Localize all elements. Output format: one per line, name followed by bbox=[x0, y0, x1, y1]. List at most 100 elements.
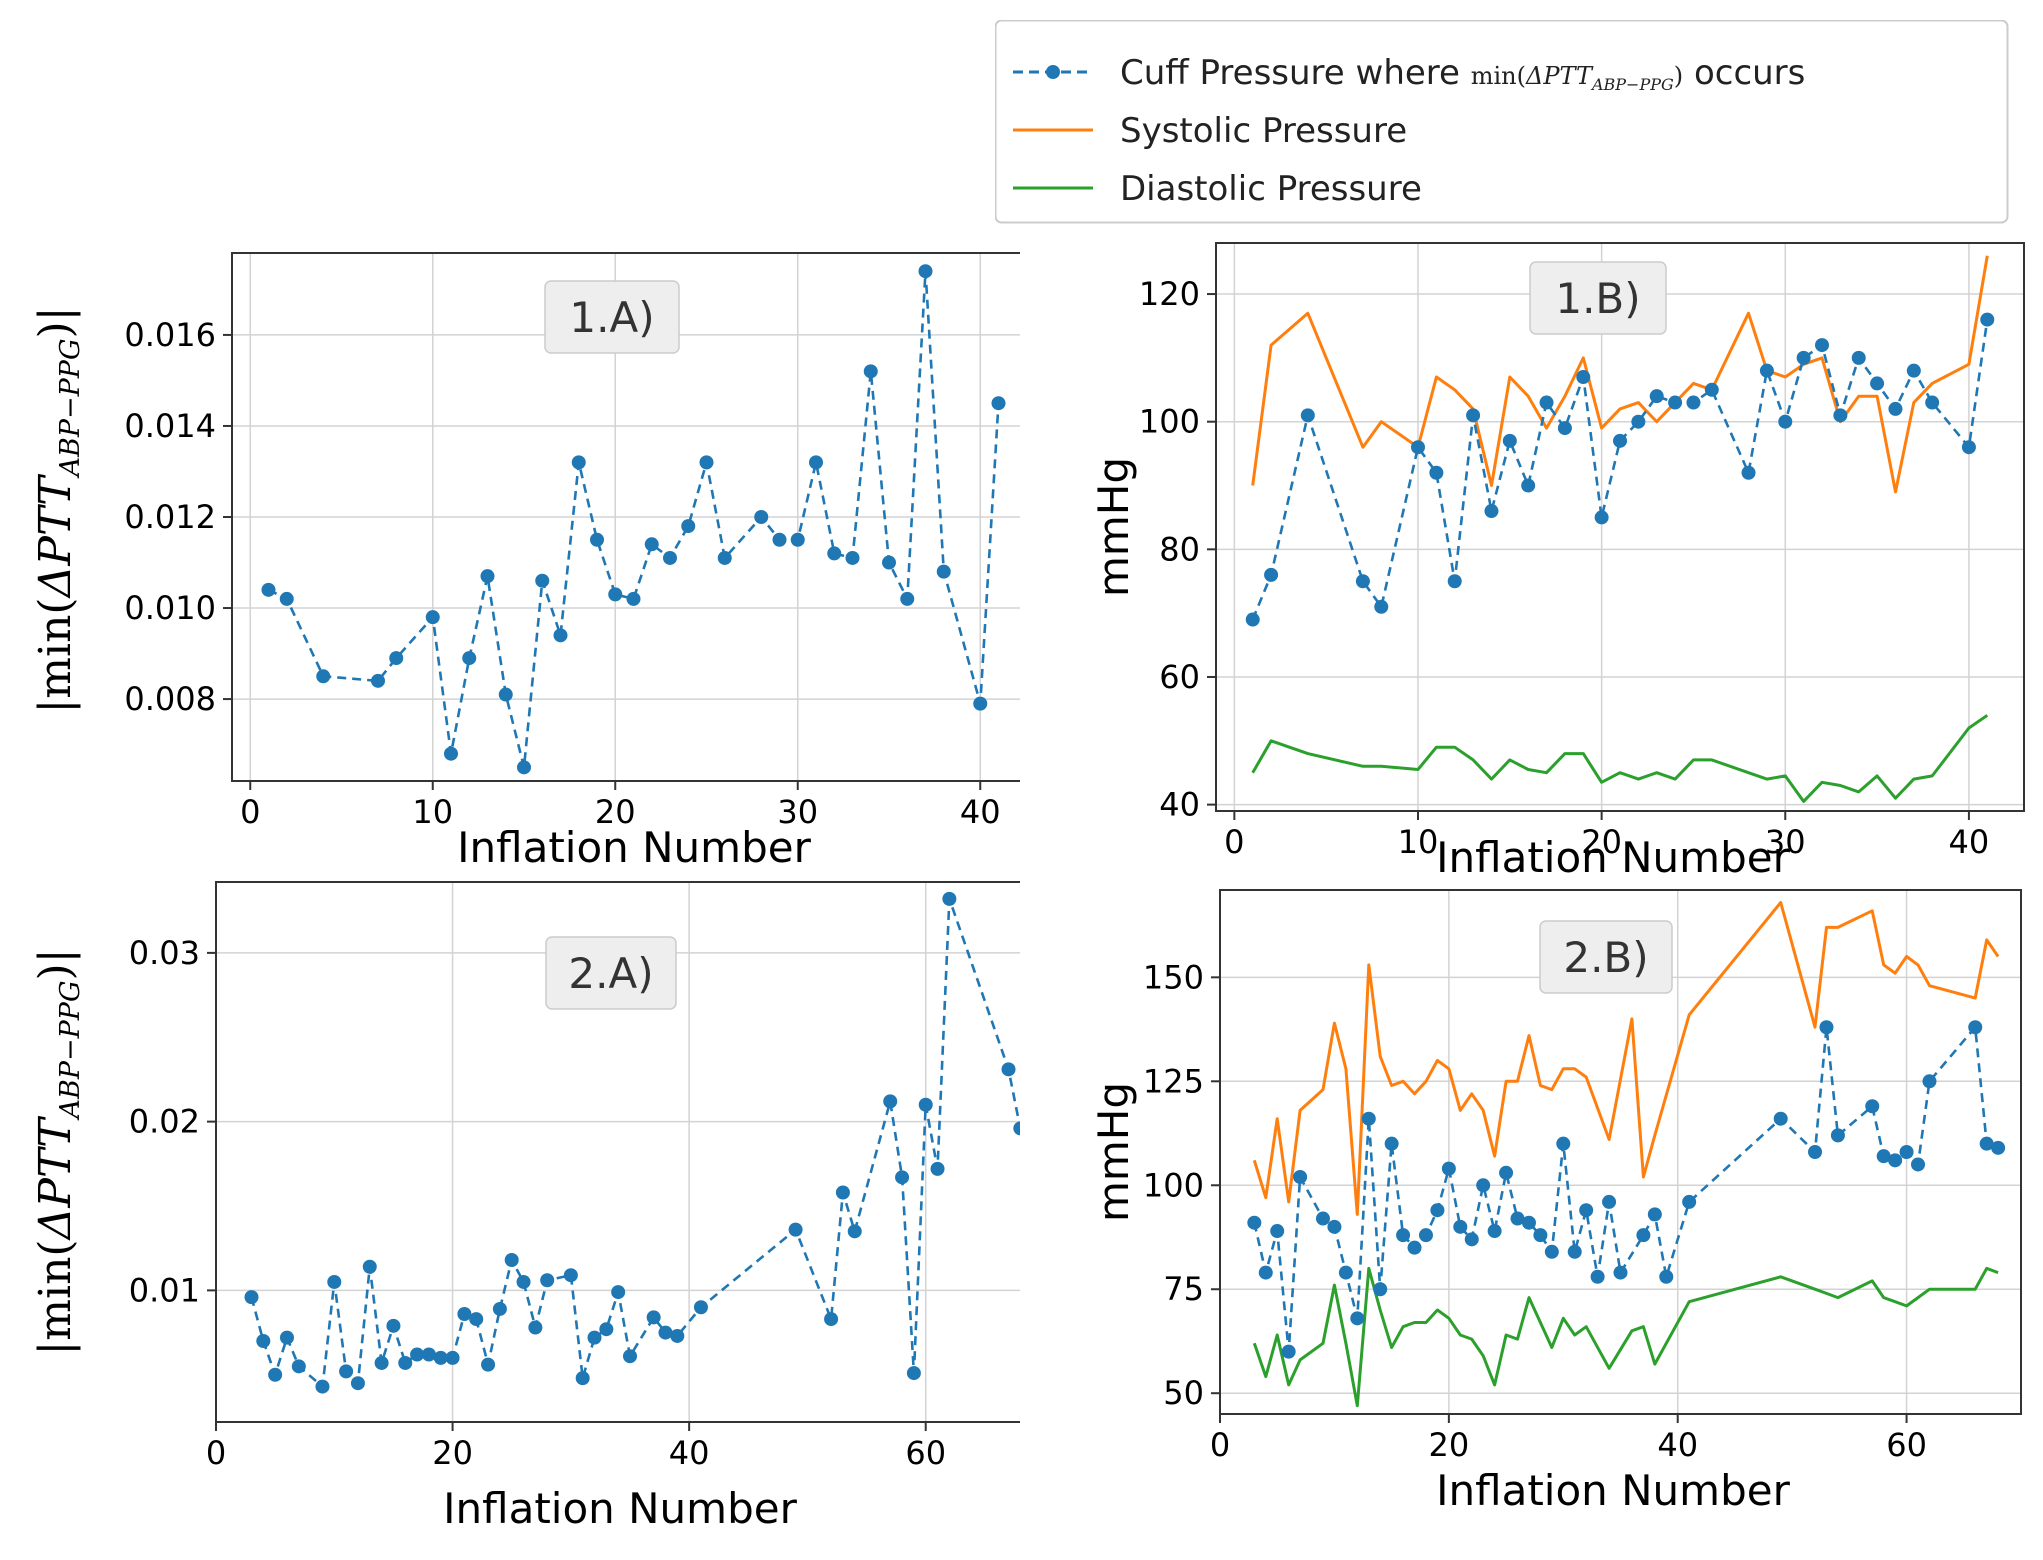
chart-2b-cuff-point bbox=[1258, 1265, 1273, 1280]
chart-1b-cuff-point bbox=[1355, 574, 1370, 589]
chart-1a-series bbox=[261, 264, 1006, 775]
chart-1a-cuff-point bbox=[845, 550, 860, 565]
chart-2a-cuff-point bbox=[611, 1285, 626, 1300]
chart-1a-cuff-point bbox=[608, 587, 623, 602]
chart-1b-cuff-point bbox=[1961, 440, 1976, 455]
chart-2a-cuff-point bbox=[528, 1320, 543, 1335]
chart-2a-cuff-point bbox=[481, 1357, 496, 1372]
chart-2b-panel-label-text: 2.B) bbox=[1563, 933, 1648, 982]
chart-2b-y-tick-label: 75 bbox=[1163, 1270, 1204, 1308]
chart-2a-x-tick-label: 0 bbox=[206, 1434, 226, 1472]
chart-2b-cuff-point bbox=[1968, 1020, 1983, 1035]
chart-2a-cuff-point bbox=[279, 1330, 294, 1345]
chart-2b-plot-frame bbox=[1219, 889, 2022, 1415]
chart-1a-cuff-point bbox=[717, 550, 732, 565]
chart-2a-cuff-point bbox=[1013, 1121, 1020, 1136]
chart-2a-cuff-point bbox=[883, 1094, 898, 1109]
chart-1a-cuff-point bbox=[498, 687, 513, 702]
chart-2a-plot-frame bbox=[215, 881, 1020, 1423]
chart-2a-cuff-point bbox=[504, 1253, 519, 1267]
chart-1b-cuff-point bbox=[1925, 395, 1940, 410]
chart-1b-cuff-point bbox=[1484, 504, 1499, 519]
chart-1a-panel-label-text: 1.A) bbox=[569, 293, 654, 342]
chart-2a-x-axis-label: Inflation Number bbox=[443, 1484, 797, 1533]
chart-1b-cuff-point bbox=[1557, 421, 1572, 436]
chart-2b-cuff-point bbox=[1865, 1099, 1880, 1114]
chart-2a-cuff-point bbox=[835, 1185, 850, 1200]
chart-2a-cuff-point bbox=[350, 1376, 365, 1391]
legend-cuff-suffix: occurs bbox=[1683, 53, 1805, 93]
chart-2b-panel-label: 2.B) bbox=[1539, 920, 1673, 994]
chart-1a-cuff-point bbox=[261, 582, 276, 597]
chart-1b-x-tick-label: 30 bbox=[1765, 823, 1806, 861]
chart-2a-cuff-point bbox=[930, 1161, 945, 1176]
chart-2b-diastolic-line bbox=[1252, 1266, 1999, 1408]
chart-2b-cuff-point bbox=[1430, 1203, 1445, 1218]
chart-2b-cuff-point bbox=[1899, 1145, 1914, 1159]
chart-1a-cuff-point bbox=[809, 455, 823, 470]
chart-2a-cuff-point bbox=[244, 1290, 259, 1305]
chart-2b-cuff-point bbox=[1487, 1224, 1502, 1239]
chart-2b-y-tick-label: 150 bbox=[1143, 958, 1204, 996]
chart-1b-cuff-point bbox=[1980, 312, 1995, 327]
chart-1b-cuff-point bbox=[1649, 389, 1664, 404]
chart-2a-cuff-point bbox=[847, 1224, 862, 1239]
chart-1a-ticks: 0 10 20 30 40 0.008 0.010 0.012 0.014 0.016 bbox=[124, 316, 1000, 831]
chart-2b-cuff-point bbox=[1338, 1265, 1353, 1280]
chart-2a-cuff-point bbox=[670, 1328, 685, 1343]
chart-2a-series bbox=[244, 891, 1020, 1394]
chart-2b-cuff-point bbox=[1888, 1153, 1903, 1168]
chart-2b-x-tick-label: 20 bbox=[1428, 1426, 1469, 1464]
chart-2b-cuff-point bbox=[1476, 1178, 1491, 1193]
chart-2b-cuff-point bbox=[1922, 1074, 1937, 1089]
chart-2b-x-tick-label: 60 bbox=[1886, 1426, 1927, 1464]
chart-2b-y-axis-label: mmHg bbox=[1089, 1082, 1138, 1222]
chart-1b-x-tick-label: 40 bbox=[1949, 823, 1990, 861]
chart-1b-cuff-point bbox=[1466, 408, 1481, 423]
chart-2b-cuff-point bbox=[1647, 1207, 1662, 1222]
chart-2b-cuff-point bbox=[1361, 1111, 1376, 1126]
chart-2a-cuff-point bbox=[646, 1310, 661, 1325]
chart-1b-systolic-line bbox=[1251, 255, 1989, 494]
chart-2b-cuff-point bbox=[1544, 1244, 1559, 1259]
chart-2b: 0 20 40 60 50 75 100 125 150 2.B) Inflation Numb… bbox=[1089, 889, 2022, 1515]
chart-1a-cuff-point bbox=[462, 651, 477, 666]
chart-1b-y-tick-label: 100 bbox=[1139, 403, 1200, 441]
chart-1b-panel-label-text: 1.B) bbox=[1555, 274, 1640, 323]
chart-2b-y-tick-label: 125 bbox=[1143, 1062, 1204, 1100]
legend-cuff-swatch-marker bbox=[1046, 65, 1060, 79]
chart-1b-cuff-point bbox=[1447, 574, 1462, 589]
chart-2b-systolic-line bbox=[1252, 901, 2000, 1216]
chart-1a-cuff-point bbox=[480, 569, 495, 584]
chart-2b-cuff-point bbox=[1384, 1136, 1399, 1151]
chart-1b-cuff-point bbox=[1576, 370, 1591, 385]
chart-2b-cuff-point bbox=[1579, 1203, 1594, 1218]
chart-1b-panel-label-box bbox=[1529, 261, 1667, 335]
chart-1a-cuff-point bbox=[772, 532, 787, 547]
chart-2a-y-tick-label: 0.03 bbox=[129, 934, 200, 972]
chart-2b-cuff-point bbox=[1602, 1194, 1617, 1209]
chart-1a-y-tick-label: 0.014 bbox=[124, 407, 216, 445]
chart-1b-cuff-point bbox=[1521, 478, 1536, 493]
chart-2b-cuff-point bbox=[1247, 1215, 1262, 1230]
chart-1a-cuff-point bbox=[973, 696, 988, 711]
chart-1b-cuff-point bbox=[1796, 350, 1811, 365]
chart-1b-panel-label: 1.B) bbox=[1529, 261, 1667, 335]
chart-2a-cuff-point bbox=[563, 1268, 578, 1283]
chart-1a-y-tick-label: 0.010 bbox=[124, 589, 216, 627]
chart-2a-y-axis-label: |min(ΔPTTABP−PPG)| bbox=[30, 948, 86, 1355]
chart-1b-plot-frame bbox=[1215, 242, 2025, 812]
chart-2a-cuff-point bbox=[942, 891, 957, 906]
chart-2b-panel-label-box bbox=[1539, 920, 1673, 994]
chart-1a-x-tick-label: 40 bbox=[960, 793, 1001, 831]
chart-2a-panel-label-text: 2.A) bbox=[568, 949, 653, 998]
chart-2b-cuff-point bbox=[1521, 1215, 1536, 1230]
chart-2a-panel-label-box bbox=[545, 936, 677, 1010]
chart-2a-x-tick-label: 40 bbox=[669, 1434, 710, 1472]
chart-2a-panel-label: 2.A) bbox=[545, 936, 677, 1010]
chart-1b-y-axis-label: mmHg bbox=[1089, 457, 1138, 597]
chart-1b-diastolic-line bbox=[1251, 714, 1989, 803]
chart-1a-cuff-point bbox=[918, 264, 933, 279]
chart-2a-cuff-point bbox=[788, 1222, 803, 1237]
